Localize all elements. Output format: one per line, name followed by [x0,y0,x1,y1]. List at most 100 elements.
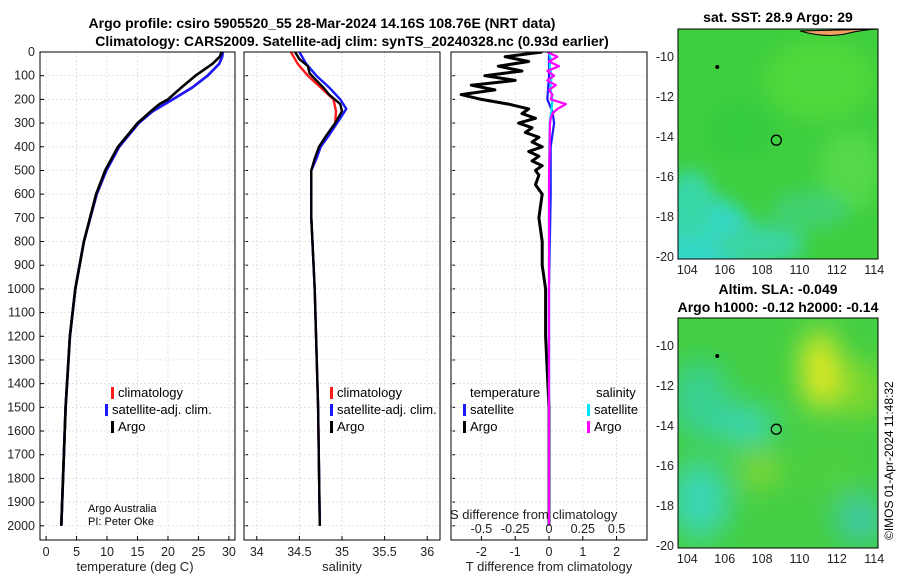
map-lat-label: -18 [656,499,674,513]
salinity-x-ticks: 34 34.5 35 35.5 36 [250,536,434,559]
depth-tick-label: 200 [14,92,35,106]
x-tick-label: 25 [191,545,205,559]
depth-tick-label: 600 [14,187,35,201]
map-lon-label: 106 [714,552,735,566]
legend3-sal-argo: Argo [594,419,621,434]
legend-swatch-climatology [111,387,114,399]
legend2-climatology: climatology [337,385,403,400]
series-salinity-argo [546,52,568,526]
s-diff-tick-label: 0.25 [571,522,595,536]
x-tick-label: 5 [73,545,80,559]
sst-map-frame [677,28,879,260]
legend-argo: Argo [118,419,145,434]
legend2-swatch-argo [330,421,333,433]
legend2-swatch-satellite [330,404,333,416]
salinity-legend: climatology satellite-adj. clim. Argo [330,385,437,434]
depth-tick-label: 0 [28,45,35,59]
map-lon-label: 106 [714,263,735,277]
island-marker [715,65,720,69]
depth-tick-label: 500 [14,163,35,177]
map-lon-label: 108 [752,263,773,277]
map-lat-label: -20 [656,250,674,264]
sla-map-subtitle: Argo h1000: -0.12 h2000: -0.14 [678,299,879,315]
map-lat-label: -10 [656,50,674,64]
sst-map-ticks: 104 106 108 110 112 114 -10 -12 -14 -16 -18 -20 [656,50,884,277]
legend3-temp-satellite: satellite [470,402,514,417]
depth-tick-label: 1700 [7,448,35,462]
x-tick-label: 35.5 [372,545,396,559]
salinity-x-label: salinity [322,559,362,574]
sla-map-ticks: 104 106 108 110 112 114 -10 -12 -14 -16 -18 -20 [656,339,884,566]
figure-title-line2: Climatology: CARS2009. Satellite-adj cli… [95,33,609,49]
s-diff-tick-label: 0 [546,522,553,536]
depth-tick-label: 100 [14,69,35,83]
depth-tick-label: 1300 [7,353,35,367]
legend3-sal-satellite: satellite [594,402,638,417]
legend2-argo: Argo [337,419,364,434]
depth-tick-label: 2000 [7,519,35,533]
x-tick-label: 36 [420,545,434,559]
salinity-grid [244,51,440,540]
temperature-panel: 0 5 10 15 20 25 30 0 100 200 300 400 500 600 700 800 90… [7,45,455,574]
x-tick-label: -1 [510,545,521,559]
s-diff-tick-label: -0.25 [501,522,530,536]
map-lon-label: 112 [827,263,847,277]
map-lon-label: 110 [790,263,810,277]
float-position-marker [770,423,782,435]
x-tick-label: 2 [613,545,620,559]
series-argo [60,52,223,526]
depth-tick-label: 400 [14,140,35,154]
temperature-legend: climatology satellite-adj. clim. Argo [105,385,212,434]
legend3-swatch-sal-argo [587,421,590,433]
depth-tick-label: 1200 [7,329,35,343]
figure-title-line1: Argo profile: csiro 5905520_55 28-Mar-20… [89,15,556,31]
map-lon-label: 108 [752,552,773,566]
depth-tick-label: 700 [14,211,35,225]
depth-tick-label: 300 [14,116,35,130]
x-tick-label: 35 [335,545,349,559]
difference-series [459,52,568,526]
map-lat-label: -18 [656,210,674,224]
difference-panel: -2 -1 0 1 2 -0.5 -0.25 0 0.25 0.5 S difference f… [450,51,648,574]
depth-axis-ticks: 0 100 200 300 400 500 600 700 800 900 1000 1100 1200… [7,45,455,533]
depth-tick-label: 1400 [7,377,35,391]
map-lon-label: 104 [677,552,698,566]
sla-map-title: Altim. SLA: -0.049 [718,281,837,297]
legend2-satellite-adj: satellite-adj. clim. [337,402,437,417]
legend3-temp-argo: Argo [470,419,497,434]
map-lon-label: 114 [864,552,884,566]
t-difference-x-label: T difference from climatology [466,559,633,574]
sst-map-panel: sat. SST: 28.9 Argo: 29 104 106 108 110 112 1… [656,9,884,277]
series-satellite-adj-clim- [298,52,348,526]
x-tick-label: 34.5 [287,545,311,559]
credit-org: Argo Australia [88,503,157,515]
legend3-swatch-sal-satellite [587,404,590,416]
legend-satellite-adj: satellite-adj. clim. [112,402,212,417]
x-tick-label: 10 [100,545,114,559]
sst-map-title: sat. SST: 28.9 Argo: 29 [703,9,853,25]
s-difference-x-ticks: -0.5 -0.25 0 0.25 0.5 [471,522,626,536]
x-tick-label: 0 [546,545,553,559]
t-difference-x-ticks: -2 -1 0 1 2 [476,536,620,559]
x-tick-label: 20 [161,545,175,559]
depth-tick-label: 1600 [7,424,35,438]
x-tick-label: 15 [131,545,145,559]
legend-climatology: climatology [118,385,184,400]
legend2-swatch-climatology [330,387,333,399]
map-lon-label: 114 [864,263,884,277]
map-lat-label: -12 [656,379,674,393]
legend3-temperature-heading: temperature [470,385,540,400]
x-tick-label: 30 [222,545,236,559]
map-lon-label: 110 [790,552,810,566]
float-markers [715,65,782,435]
depth-tick-label: 1500 [7,400,35,414]
temperature-x-ticks: 0 5 10 15 20 25 30 [43,536,236,559]
depth-tick-label: 1000 [7,282,35,296]
temperature-grid [40,51,235,540]
map-lat-label: -16 [656,459,674,473]
sla-map-panel: Altim. SLA: -0.049 Argo h1000: -0.12 h20… [656,281,884,566]
x-tick-label: 34 [250,545,264,559]
credit-pi: PI: Peter Oke [88,516,154,528]
depth-tick-label: 800 [14,235,35,249]
legend3-salinity-heading: salinity [596,385,636,400]
